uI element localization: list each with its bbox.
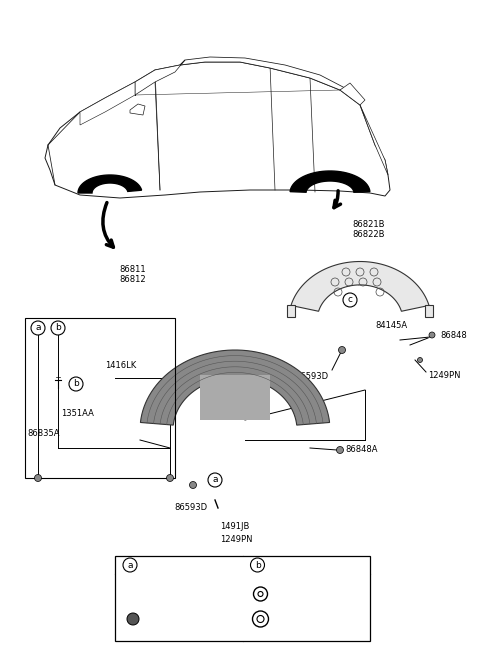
Polygon shape	[78, 175, 142, 193]
Text: 1416LK: 1416LK	[105, 361, 136, 369]
Bar	[425, 306, 433, 318]
Text: c: c	[348, 295, 352, 304]
Text: 86593D: 86593D	[174, 503, 207, 512]
Text: a: a	[127, 560, 133, 569]
Bar	[287, 306, 295, 318]
Circle shape	[336, 447, 344, 453]
Circle shape	[51, 321, 65, 335]
Polygon shape	[360, 105, 388, 175]
Circle shape	[69, 377, 83, 391]
Text: 1351AA: 1351AA	[61, 409, 94, 417]
Text: 86811
86812: 86811 86812	[120, 265, 146, 285]
Text: 86848A: 86848A	[345, 445, 377, 455]
Text: b: b	[55, 323, 61, 333]
Polygon shape	[141, 350, 330, 425]
Circle shape	[258, 592, 263, 596]
Text: 1249PN: 1249PN	[428, 371, 460, 380]
Polygon shape	[291, 262, 429, 311]
Text: 86819: 86819	[170, 596, 197, 604]
Text: a: a	[212, 476, 218, 485]
Circle shape	[190, 482, 196, 489]
Polygon shape	[135, 60, 185, 95]
Text: 84220U: 84220U	[292, 590, 325, 598]
Text: 84145A: 84145A	[375, 321, 407, 329]
Circle shape	[252, 611, 268, 627]
Circle shape	[253, 587, 267, 601]
Text: b: b	[254, 560, 260, 569]
Text: 84219E: 84219E	[292, 615, 324, 623]
Circle shape	[208, 473, 222, 487]
Text: 86835A: 86835A	[27, 428, 60, 438]
Text: 86593D: 86593D	[295, 372, 328, 381]
Text: 1491JB: 1491JB	[220, 522, 250, 531]
Text: a: a	[35, 323, 41, 333]
Circle shape	[123, 558, 137, 572]
Polygon shape	[45, 62, 390, 198]
Bar	[115, 556, 370, 641]
Text: 86821B
86822B: 86821B 86822B	[352, 220, 384, 239]
Circle shape	[257, 615, 264, 623]
Text: 86869: 86869	[170, 615, 197, 623]
Circle shape	[338, 346, 346, 354]
Circle shape	[127, 613, 139, 625]
Polygon shape	[290, 171, 370, 192]
Text: b: b	[73, 380, 79, 388]
Circle shape	[418, 358, 422, 363]
Circle shape	[167, 474, 173, 482]
Polygon shape	[130, 104, 145, 115]
Circle shape	[31, 321, 45, 335]
Circle shape	[251, 558, 264, 572]
Bar	[25, 318, 175, 478]
Circle shape	[429, 332, 435, 338]
Polygon shape	[340, 83, 365, 105]
Polygon shape	[180, 57, 345, 90]
Text: 86848: 86848	[440, 331, 467, 340]
Polygon shape	[80, 82, 135, 125]
Text: 1249PN: 1249PN	[220, 535, 252, 544]
Circle shape	[35, 474, 41, 482]
Circle shape	[343, 293, 357, 307]
